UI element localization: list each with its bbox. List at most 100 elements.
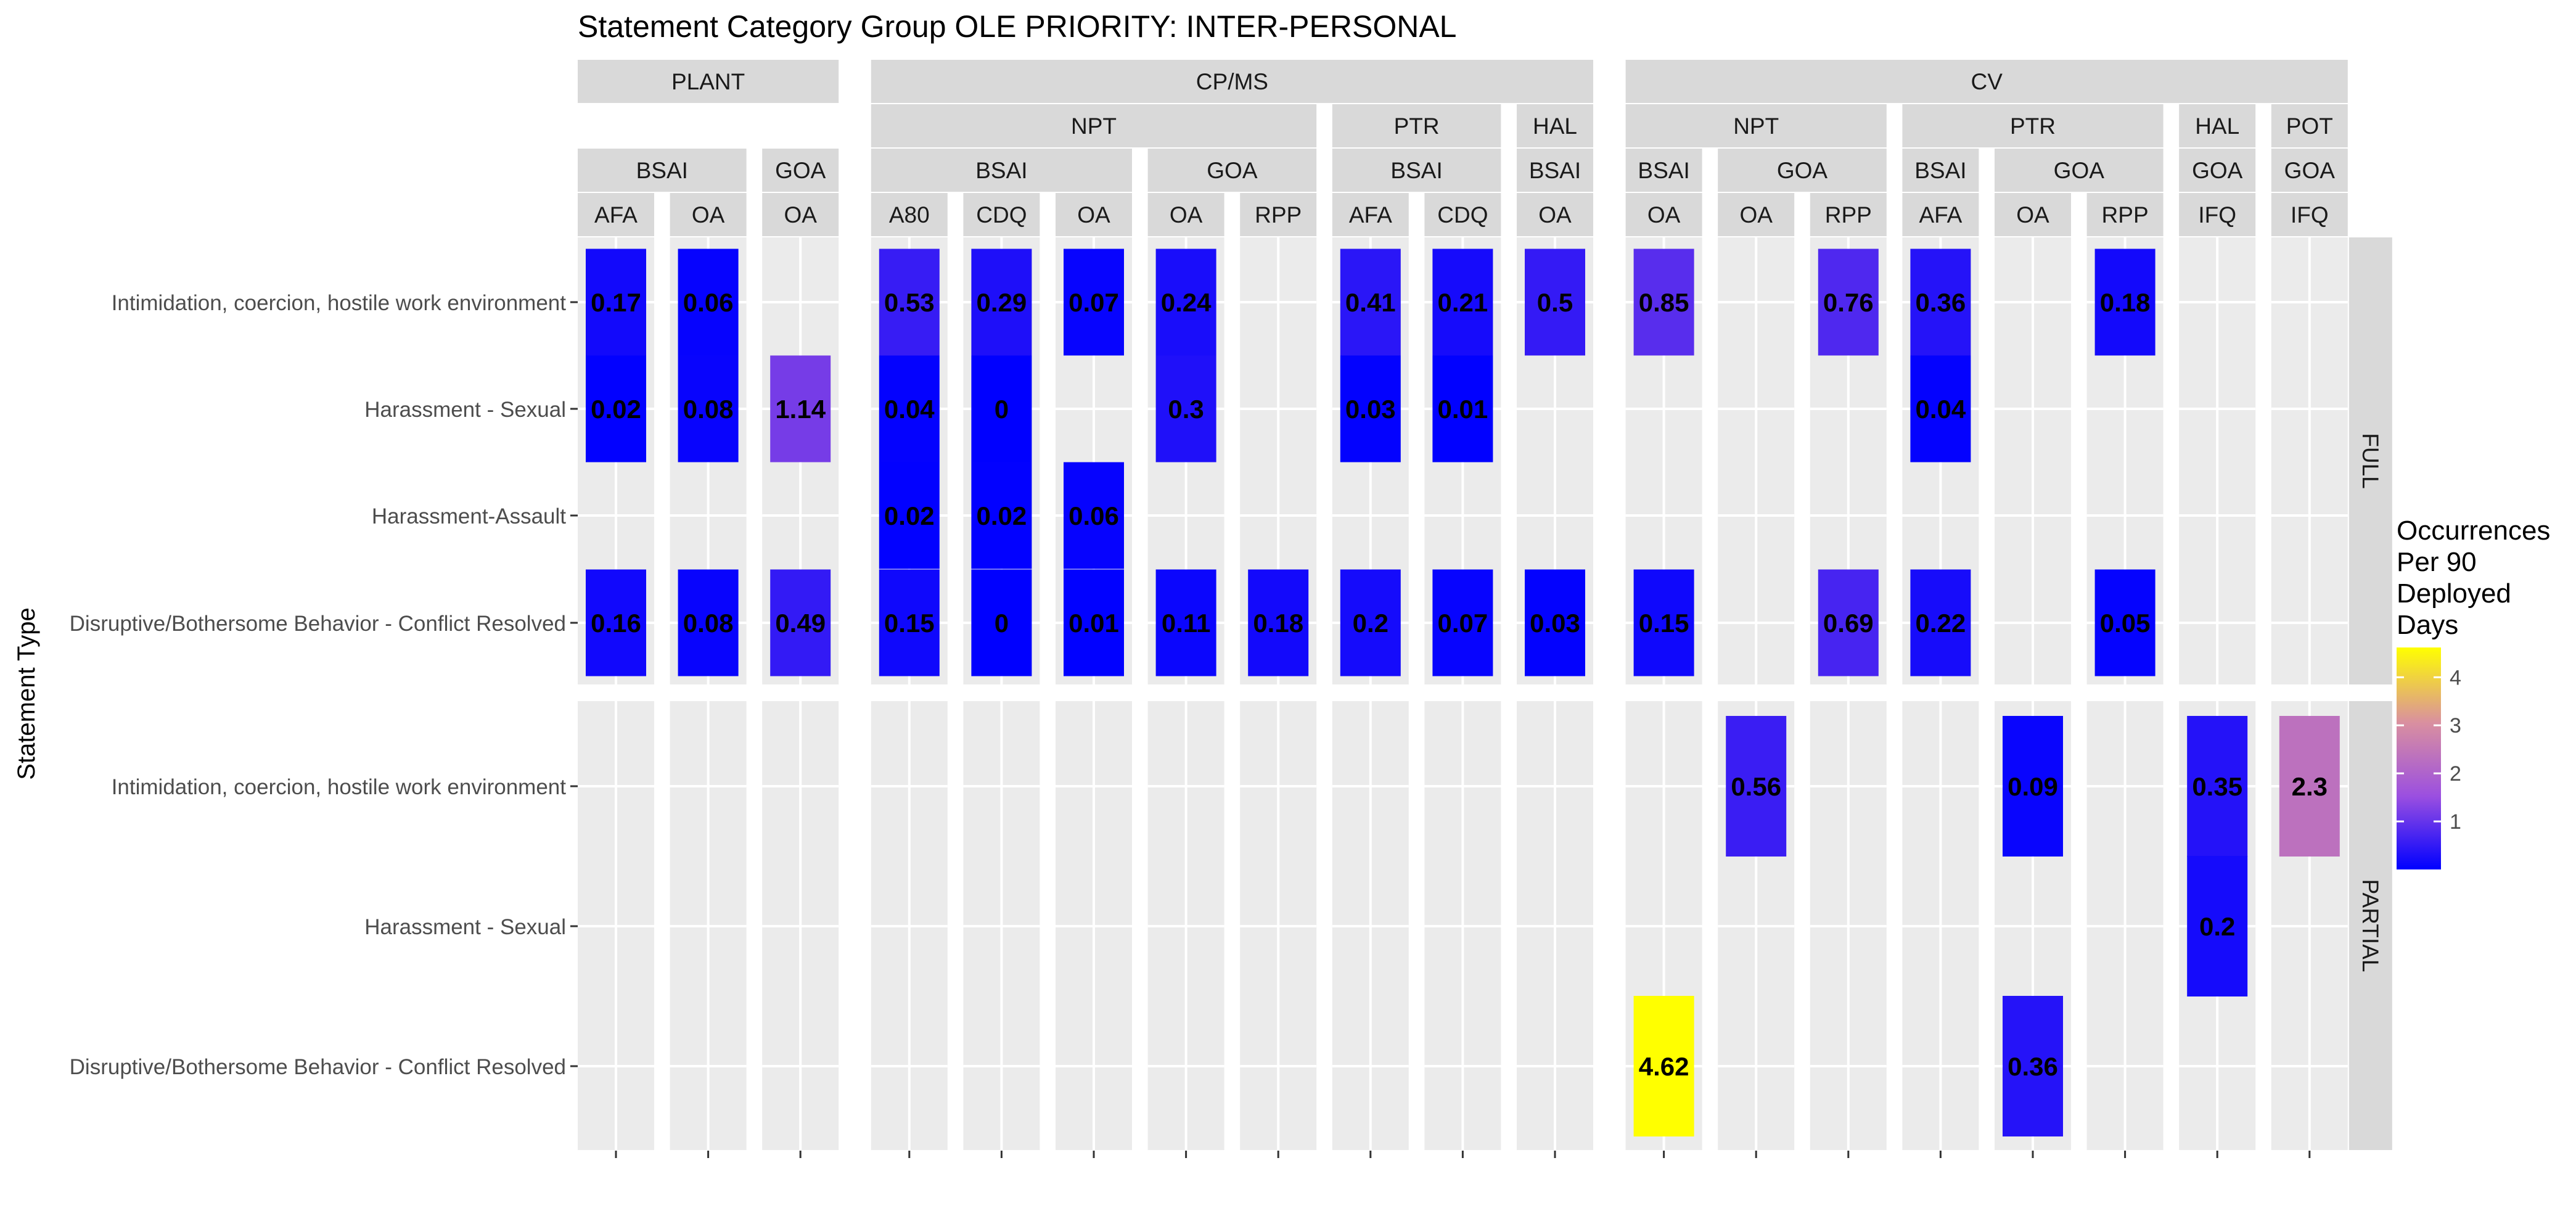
cell-value-label: 0.02 — [884, 501, 935, 530]
heatmap-cell — [1633, 996, 1694, 1136]
strip-column-label: OA — [784, 202, 817, 228]
cell-value-label: 0.04 — [884, 395, 935, 424]
heatmap-cell — [1248, 569, 1309, 676]
cell-value-label: 0.76 — [1823, 288, 1874, 317]
strip-column-label: OA — [1170, 202, 1203, 228]
strip-column-label: RPP — [2102, 202, 2149, 228]
legend-tick-label: 4 — [2450, 666, 2461, 689]
heatmap-cell — [1726, 716, 1787, 857]
strip-region-bg — [1718, 149, 1887, 192]
strip-gear-label: PTR — [2010, 113, 2056, 139]
cell-value-label: 0.08 — [683, 395, 734, 424]
heatmap-cell — [1155, 355, 1216, 462]
cell-value-label: 0.21 — [1438, 288, 1488, 317]
strip-region-label: GOA — [775, 158, 826, 183]
cell-value-label: 2.3 — [2292, 772, 2328, 801]
strip-region-bg — [871, 149, 1132, 192]
strip-column-bg — [1810, 193, 1887, 236]
heatmap-cell — [1525, 569, 1585, 676]
y-axis-title: Statement Type — [13, 607, 40, 779]
cell-value-label: 0.18 — [1253, 609, 1303, 638]
strip-gear-bg — [2179, 104, 2256, 147]
strip-gear-label: HAL — [2195, 113, 2239, 139]
strip-region-label: GOA — [2054, 158, 2105, 183]
cell-value-label: 0.03 — [1530, 609, 1580, 638]
strip-group-bg — [1625, 60, 2348, 103]
axes: Intimidation, coercion, hostile work env… — [70, 291, 2311, 1158]
strip-column-bg — [578, 193, 654, 236]
strip-gear-bg — [1517, 104, 1593, 147]
cell-value-label: 0.29 — [977, 288, 1027, 317]
strip-column-label: OA — [1647, 202, 1681, 228]
legend-tick-label: 3 — [2450, 714, 2461, 738]
cell-value-label: 0.06 — [1069, 501, 1119, 530]
cell-value-label: 0.41 — [1345, 288, 1396, 317]
heatmap-cell — [2279, 716, 2340, 857]
cell-value-label: 0.15 — [1639, 609, 1689, 638]
strip-column-label: AFA — [594, 202, 638, 228]
strip-group-label: CP/MS — [1196, 69, 1268, 94]
heatmap-cell — [1155, 569, 1216, 676]
heatmap-cell — [1340, 249, 1401, 356]
strip-gear-bg — [1902, 104, 2164, 147]
cell-value-label: 0.2 — [2199, 912, 2235, 941]
heatmap-cell — [678, 355, 739, 462]
cell-value-label: 0.36 — [2008, 1052, 2058, 1081]
strip-gear-label: NPT — [1733, 113, 1779, 139]
strip-column-bg — [2271, 193, 2348, 236]
cell-value-label: 0.02 — [977, 501, 1027, 530]
strip-gear-bg — [1625, 104, 1887, 147]
strip-column-bg — [1056, 193, 1132, 236]
facet-strips: PLANT CP/MS CV NPT PTR HAL NPT PTR HAL POT BSAI GOA… — [578, 60, 2392, 1150]
strip-region-label: GOA — [1777, 158, 1828, 183]
cell-value-label: 1.14 — [775, 395, 826, 424]
cell-value-label: 0.56 — [1731, 772, 1781, 801]
heatmap-cell — [1064, 569, 1124, 676]
strip-gear-bg — [1332, 104, 1501, 147]
cell-value-label: 0.2 — [1353, 609, 1388, 638]
strip-region-bg — [2179, 149, 2256, 192]
cell-value-label: 4.62 — [1639, 1052, 1689, 1081]
strip-column-label: OA — [1739, 202, 1773, 228]
strip-column-bg — [1995, 193, 2071, 236]
legend-title: Deployed — [2397, 578, 2511, 609]
y-tick-label: Intimidation, coercion, hostile work env… — [112, 775, 567, 799]
heatmap-cell — [1910, 249, 1971, 356]
heatmap-cell — [2003, 996, 2063, 1136]
legend-tick-label: 1 — [2450, 810, 2461, 834]
strip-region-bg — [1332, 149, 1501, 192]
strip-region-label: BSAI — [636, 158, 688, 183]
y-tick-label: Intimidation, coercion, hostile work env… — [112, 291, 567, 315]
cell-value-label: 0.24 — [1161, 288, 1212, 317]
cell-value-label: 0 — [995, 395, 1009, 424]
cell-value-label: 0 — [995, 609, 1009, 638]
cell-value-label: 0.09 — [2008, 772, 2058, 801]
strip-column-bg — [871, 193, 948, 236]
cell-value-label: 0.05 — [2100, 609, 2151, 638]
strip-region-label: BSAI — [1390, 158, 1442, 183]
strip-panel-label: PARTIAL — [2358, 879, 2383, 972]
heatmap-cell — [1340, 569, 1401, 676]
cell-value-label: 0.22 — [1916, 609, 1966, 638]
heatmap-cell — [2187, 856, 2248, 996]
strip-region-bg — [1902, 149, 1979, 192]
strip-column-bg — [1332, 193, 1409, 236]
y-tick-label: Disruptive/Bothersome Behavior - Conflic… — [70, 1055, 566, 1079]
heatmap-cell — [879, 569, 940, 676]
strip-column-label: OA — [692, 202, 725, 228]
heatmap-cell — [1818, 249, 1879, 356]
strip-region-bg — [1625, 149, 1702, 192]
heatmap-cell — [971, 569, 1032, 676]
cell-value-label: 0.15 — [884, 609, 935, 638]
strip-group-bg — [578, 60, 839, 103]
cell-value-label: 0.08 — [683, 609, 734, 638]
strip-group-bg — [871, 60, 1593, 103]
chart-title: Statement Category Group OLE PRIORITY: I… — [578, 9, 1457, 44]
strip-column-label: OA — [1077, 202, 1110, 228]
cell-value-label: 0.35 — [2192, 772, 2242, 801]
strip-column-bg — [963, 193, 1040, 236]
heatmap-cell — [1818, 569, 1879, 676]
heatmap-cell — [2003, 716, 2063, 857]
cell-value-label: 0.02 — [591, 395, 641, 424]
